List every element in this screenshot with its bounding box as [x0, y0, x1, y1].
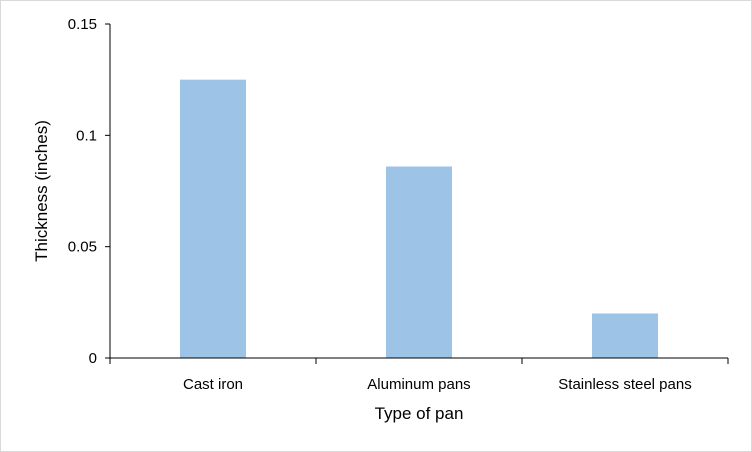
bars-group	[180, 79, 658, 359]
x-category-label: Aluminum pans	[367, 376, 470, 393]
x-category-label: Stainless steel pans	[558, 376, 691, 393]
y-tick-label: 0.15	[68, 16, 97, 33]
x-axis-title: Type of pan	[375, 404, 464, 423]
bar-2	[592, 313, 658, 358]
bar-1	[386, 166, 452, 358]
y-tick-label: 0.05	[68, 239, 97, 256]
y-tick-label: 0.1	[76, 127, 97, 144]
x-category-label: Cast iron	[183, 376, 243, 393]
y-ticks-group: 0 0.05 0.1 0.15	[68, 16, 110, 367]
y-axis-title: Thickness (inches)	[32, 120, 51, 262]
bar-0	[180, 79, 246, 359]
y-tick-label: 0	[89, 350, 97, 367]
x-ticks-group: Cast iron Aluminum pans Stainless steel pa…	[109, 358, 729, 393]
